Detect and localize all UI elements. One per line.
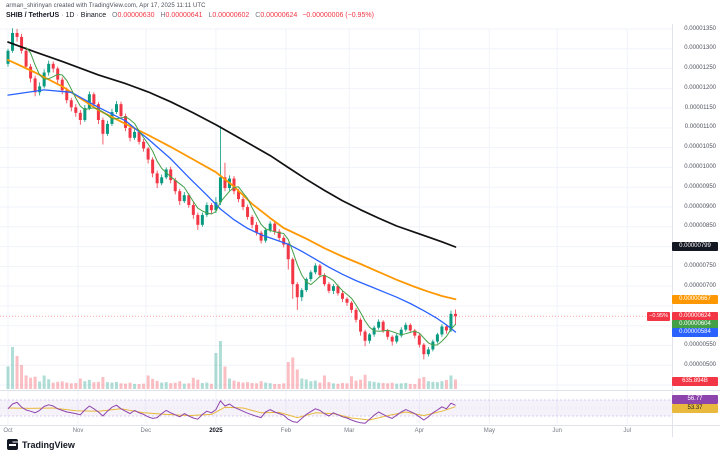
low-value: 0.00000602 [212,12,250,19]
pane-separator-rsi [0,425,720,426]
rsi-line [7,400,456,424]
last-price-badge: 0.00000624 [672,311,718,321]
price-tick-label: 0.00001350 [684,25,716,32]
price-axis-separator [672,24,673,437]
ma-black-badge: 0.00000799 [672,242,718,252]
low-label: L [208,12,213,19]
volume-badge: 635.894B [672,376,718,386]
ma-orange-badge: 0.00000667 [672,294,718,304]
time-tick-label: Dec [140,428,152,434]
tradingview-footer[interactable]: TradingView [7,439,75,450]
price-tick-label: 0.00000500 [684,361,716,368]
attribution-text: arman_shirinyan created with TradingView… [6,3,206,9]
price-tick-label: 0.00001250 [684,65,716,72]
change-value: −0.00000006 (−0.95%) [302,12,374,19]
symbol-name[interactable]: SHIB / TetherUS [6,12,60,19]
separator-dot: · [76,12,79,19]
separator-dot: · [61,12,64,19]
ma-green-badge: 0.00000604 [672,319,718,329]
price-tick-label: 0.00000750 [684,262,716,269]
tradingview-logo-text: TradingView [22,439,75,450]
time-tick-label: Mar [344,428,355,434]
price-tick-label: 0.00000900 [684,203,716,210]
time-tick-label: Nov [72,428,84,434]
volume-bars [6,341,457,389]
time-tick-label: Oct [3,428,13,434]
tradingview-logo-icon [7,439,18,450]
gridlines [0,28,672,424]
open-value: 0.00000630 [117,12,155,19]
price-change-label: −0.95% [647,311,670,321]
price-tick-label: 0.00001300 [684,45,716,52]
price-tick-label: 0.00000700 [684,282,716,289]
high-value: 0.00000641 [165,12,203,19]
time-tick-label: Jun [552,428,563,434]
open-label: O [112,12,118,19]
candles [6,28,457,360]
interval-label[interactable]: 1D [65,12,75,19]
rsi-ma-line [7,406,456,421]
time-tick-label: 2025 [209,428,223,434]
rsi-badge: 56.77 [672,394,718,404]
price-tick-label: 0.00000950 [684,183,716,190]
high-label: H [160,12,166,19]
price-tick-label: 0.00001100 [684,124,716,131]
close-value: 0.00000624 [260,12,298,19]
price-tick-label: 0.00001050 [684,144,716,151]
time-tick-label: Feb [280,428,292,434]
ma-fast-blue-line [7,89,457,333]
rsi-ma-badge: 53.37 [672,403,718,413]
rsi-band [0,399,672,417]
price-tick-label: 0.00001000 [684,163,716,170]
time-tick-label: Jul [623,428,632,434]
price-tick-label: 0.00000850 [684,223,716,230]
ma-blue-badge: 0.00000584 [672,327,718,337]
exchange-label[interactable]: Binance [80,12,107,19]
symbol-legend: SHIB / TetherUS · 1D · Binance O0.00000630 H… [6,12,374,19]
time-tick-label: May [483,428,496,434]
time-tick-label: Apr [414,428,424,434]
price-tick-label: 0.00001150 [684,104,716,111]
pane-separator-main [0,390,720,391]
price-tick-label: 0.00001200 [684,84,716,91]
close-label: C [255,12,261,19]
ma-long-black-line [7,41,457,248]
ma-short-green-line [25,47,456,346]
price-tick-label: 0.00000550 [684,341,716,348]
